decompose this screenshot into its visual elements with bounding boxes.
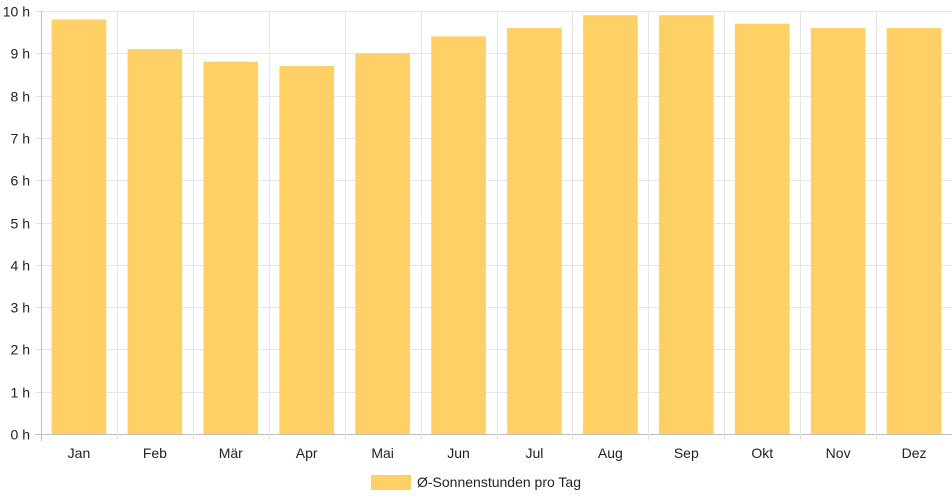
y-tick-label: 6 h [11,173,30,189]
y-tick-label: 9 h [11,46,30,62]
x-tick-label: Jul [526,445,544,461]
bar-Dez [886,27,942,434]
x-tick-label: Nov [826,445,851,461]
bar-Nov [810,27,866,434]
legend[interactable]: Ø-Sonnenstunden pro Tag [371,474,581,490]
bar-Sep [658,15,714,434]
x-tick-label: Jan [68,445,91,461]
legend-label[interactable]: Ø-Sonnenstunden pro Tag [417,474,581,490]
y-tick-label: 3 h [11,300,30,316]
bar-Jan [51,19,107,435]
x-tick-label: Sep [674,445,699,461]
y-tick-label: 0 h [11,427,30,443]
x-tick-label: Apr [296,445,318,461]
x-tick-label: Feb [143,445,167,461]
x-tick-label: Aug [598,445,623,461]
bars [51,15,942,435]
bar-Jun [431,36,486,434]
y-tick-label: 10 h [3,4,30,20]
x-tick-label: Okt [751,445,773,461]
y-tick-label: 4 h [11,258,30,274]
y-tick-label: 2 h [11,342,30,358]
y-tick-label: 7 h [11,131,30,147]
legend-swatch[interactable] [371,475,411,490]
x-tick-label: Mär [219,445,243,461]
y-tick-label: 1 h [11,385,30,401]
bar-Mai [355,53,410,435]
bar-Aug [583,15,638,434]
bar-Feb [127,49,183,434]
bar-Jul [507,27,562,434]
grid-lines [35,11,952,441]
x-tick-label: Jun [447,445,470,461]
bar-Apr [279,65,335,435]
x-tick-label: Dez [902,445,927,461]
y-tick-label: 5 h [11,216,30,232]
bar-Mär [203,61,259,434]
x-tick-label: Mai [371,445,394,461]
axes: 0 h 1 h 2 h 3 h 4 h 5 h 6 h 7 h 8 h 9 h 10 h Jan Feb… [3,4,927,462]
bar-Okt [734,23,790,434]
y-tick-label: 8 h [11,89,30,105]
